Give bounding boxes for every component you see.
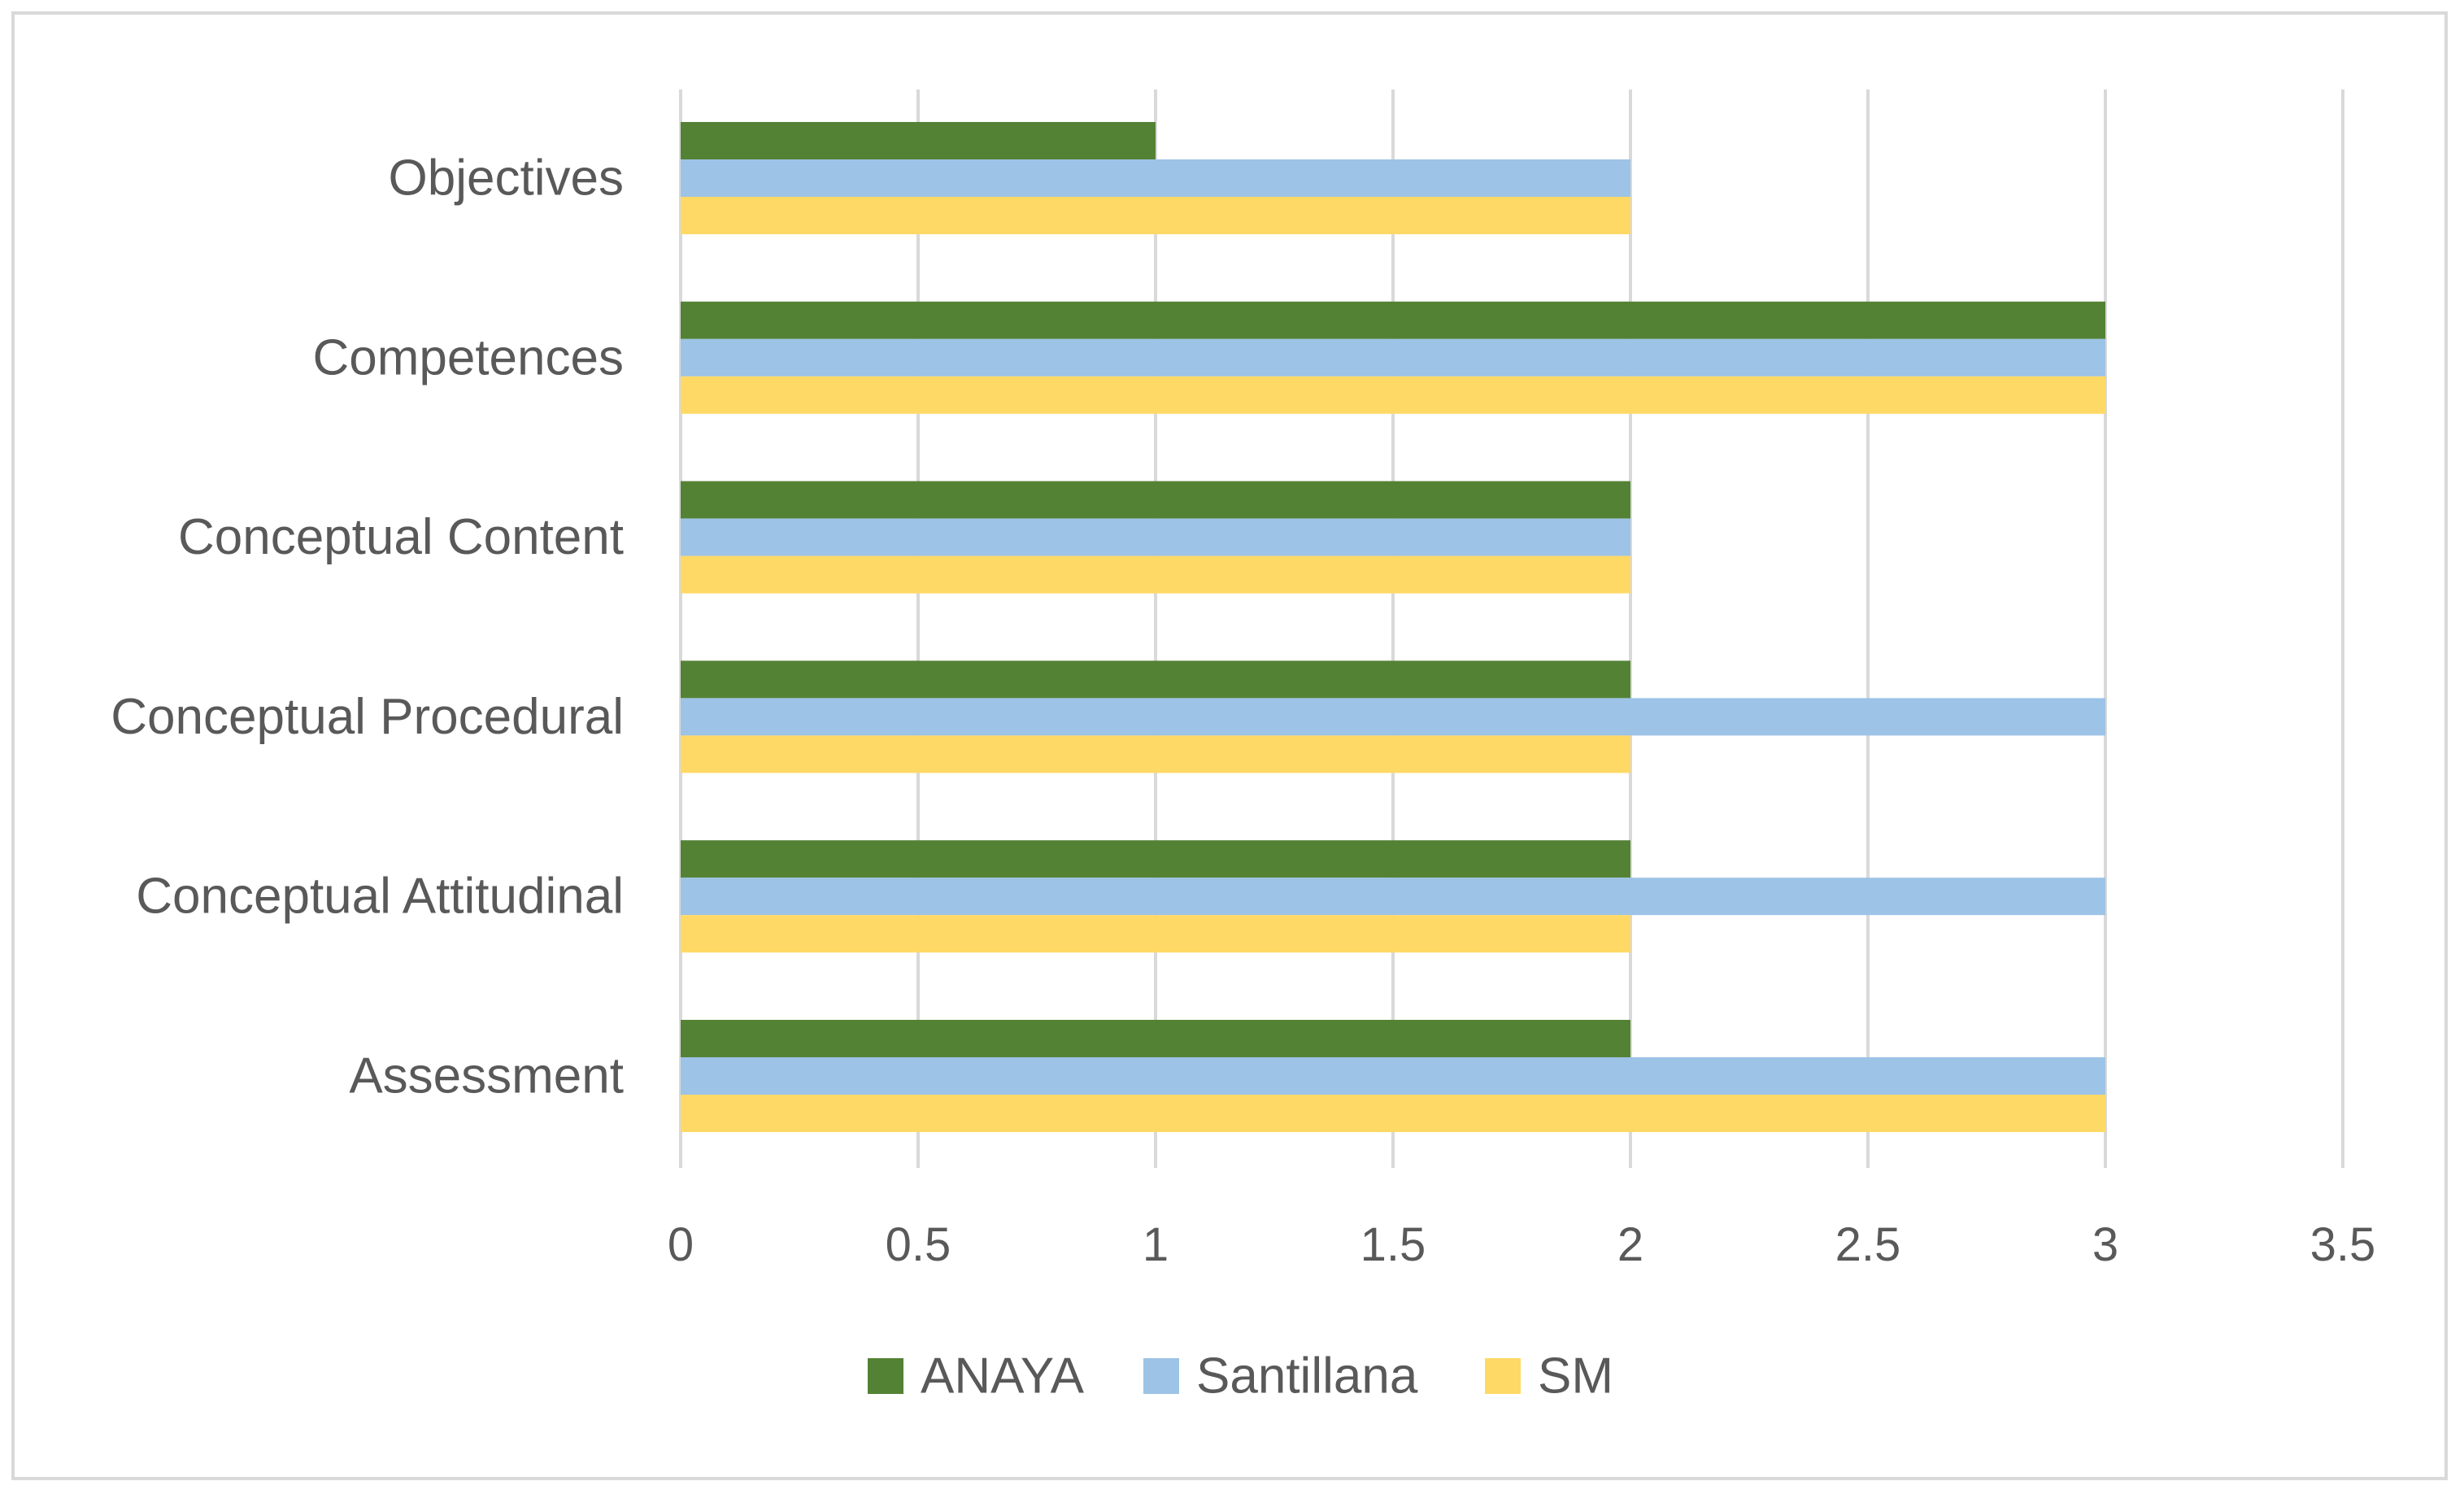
category-label-objectives: Objectives [389,150,624,207]
bar-anaya-conceptual-content [681,481,1630,519]
legend-swatch-santillana [1143,1358,1179,1394]
bars [681,122,2105,1132]
x-tick-label-0: 0 [668,1218,694,1271]
x-tick-label-3-5: 3.5 [2310,1218,2376,1271]
bar-anaya-objectives [681,122,1156,159]
category-label-competences: Competences [312,329,624,385]
bar-sm-objectives [681,197,1630,234]
legend: ANAYA Santillana SM [868,1348,1613,1405]
bar-sm-conceptual-content [681,555,1630,594]
bar-anaya-conceptual-procedural [681,660,1630,699]
bar-anaya-competences [681,301,2105,339]
category-label-conceptual-procedural: Conceptual Procedural [111,689,624,745]
category-label-assessment: Assessment [349,1048,624,1104]
gridlines [679,89,2344,1168]
legend-label-anaya: ANAYA [921,1348,1085,1405]
category-label-conceptual-content: Conceptual Content [178,509,624,565]
bar-sm-assessment [681,1095,2105,1132]
x-tick-label-2-5: 2.5 [1835,1218,1901,1271]
x-tick-label-3: 3 [2092,1218,2118,1271]
x-tick-label-0-5: 0.5 [886,1218,951,1271]
x-tick-label-2: 2 [1617,1218,1643,1271]
bar-santillana-assessment [681,1057,2105,1095]
category-labels: Objectives Competences Conceptual Content C… [111,150,624,1104]
bar-sm-conceptual-attitudinal [681,915,1630,953]
bar-santillana-competences [681,338,2105,377]
x-tick-labels: 0 0.5 1 1.5 2 2.5 3 3.5 [668,1218,2375,1271]
bar-santillana-conceptual-procedural [681,698,2105,736]
x-tick-label-1: 1 [1143,1218,1169,1271]
bar-anaya-conceptual-attitudinal [681,840,1630,878]
category-label-conceptual-attitudinal: Conceptual Attitudinal [136,869,624,925]
bar-santillana-conceptual-attitudinal [681,878,2105,916]
bar-santillana-conceptual-content [681,518,1630,556]
legend-swatch-sm [1485,1358,1521,1394]
legend-swatch-anaya [868,1358,903,1394]
x-tick-label-1-5: 1.5 [1360,1218,1426,1271]
bar-sm-competences [681,376,2105,414]
bar-sm-conceptual-procedural [681,735,1630,773]
bar-santillana-objectives [681,159,1630,197]
legend-label-santillana: Santillana [1196,1348,1418,1405]
legend-label-sm: SM [1538,1348,1613,1405]
bar-anaya-assessment [681,1020,1630,1057]
